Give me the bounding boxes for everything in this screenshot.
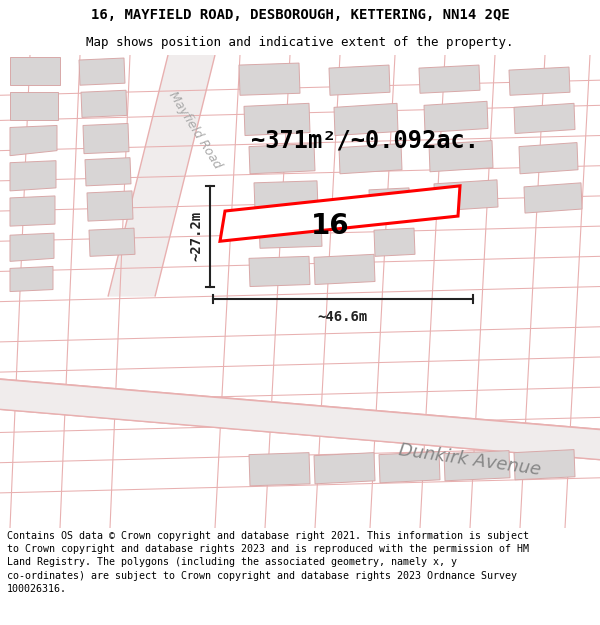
Polygon shape [79, 58, 125, 85]
Text: Map shows position and indicative extent of the property.: Map shows position and indicative extent… [86, 36, 514, 49]
Polygon shape [429, 141, 493, 172]
Polygon shape [514, 103, 575, 134]
Polygon shape [10, 196, 55, 226]
Polygon shape [249, 452, 310, 486]
Polygon shape [334, 103, 398, 136]
Polygon shape [10, 57, 60, 85]
Text: Contains OS data © Crown copyright and database right 2021. This information is : Contains OS data © Crown copyright and d… [7, 531, 529, 594]
Polygon shape [424, 101, 488, 132]
Text: Mayfield Road: Mayfield Road [166, 89, 224, 171]
Text: 16: 16 [311, 212, 349, 240]
Polygon shape [0, 379, 600, 459]
Polygon shape [249, 256, 310, 286]
Polygon shape [434, 180, 498, 211]
Polygon shape [239, 63, 300, 95]
Polygon shape [87, 191, 133, 221]
Polygon shape [10, 266, 53, 291]
Polygon shape [10, 126, 57, 156]
Polygon shape [314, 452, 375, 484]
Polygon shape [444, 451, 510, 481]
Polygon shape [85, 158, 131, 186]
Polygon shape [83, 124, 129, 154]
Polygon shape [519, 142, 578, 174]
Polygon shape [10, 161, 56, 191]
Text: Dunkirk Avenue: Dunkirk Avenue [398, 441, 542, 479]
Polygon shape [374, 228, 415, 256]
Polygon shape [108, 55, 215, 297]
Polygon shape [10, 233, 54, 261]
Polygon shape [514, 449, 575, 480]
Text: ~371m²/~0.092ac.: ~371m²/~0.092ac. [251, 129, 479, 152]
Polygon shape [419, 65, 480, 93]
Polygon shape [244, 103, 310, 136]
Polygon shape [524, 183, 582, 213]
Text: ~27.2m: ~27.2m [189, 211, 203, 261]
Text: 16, MAYFIELD ROAD, DESBOROUGH, KETTERING, NN14 2QE: 16, MAYFIELD ROAD, DESBOROUGH, KETTERING… [91, 8, 509, 22]
Polygon shape [254, 181, 318, 210]
Polygon shape [81, 90, 127, 118]
Polygon shape [339, 144, 402, 174]
Polygon shape [369, 188, 410, 216]
Polygon shape [314, 254, 375, 284]
Polygon shape [89, 228, 135, 256]
Polygon shape [249, 144, 315, 174]
Polygon shape [509, 67, 570, 95]
Polygon shape [379, 452, 440, 483]
Polygon shape [329, 65, 390, 95]
Polygon shape [259, 218, 322, 248]
Polygon shape [220, 186, 460, 241]
Polygon shape [10, 92, 58, 121]
Text: ~46.6m: ~46.6m [318, 310, 368, 324]
